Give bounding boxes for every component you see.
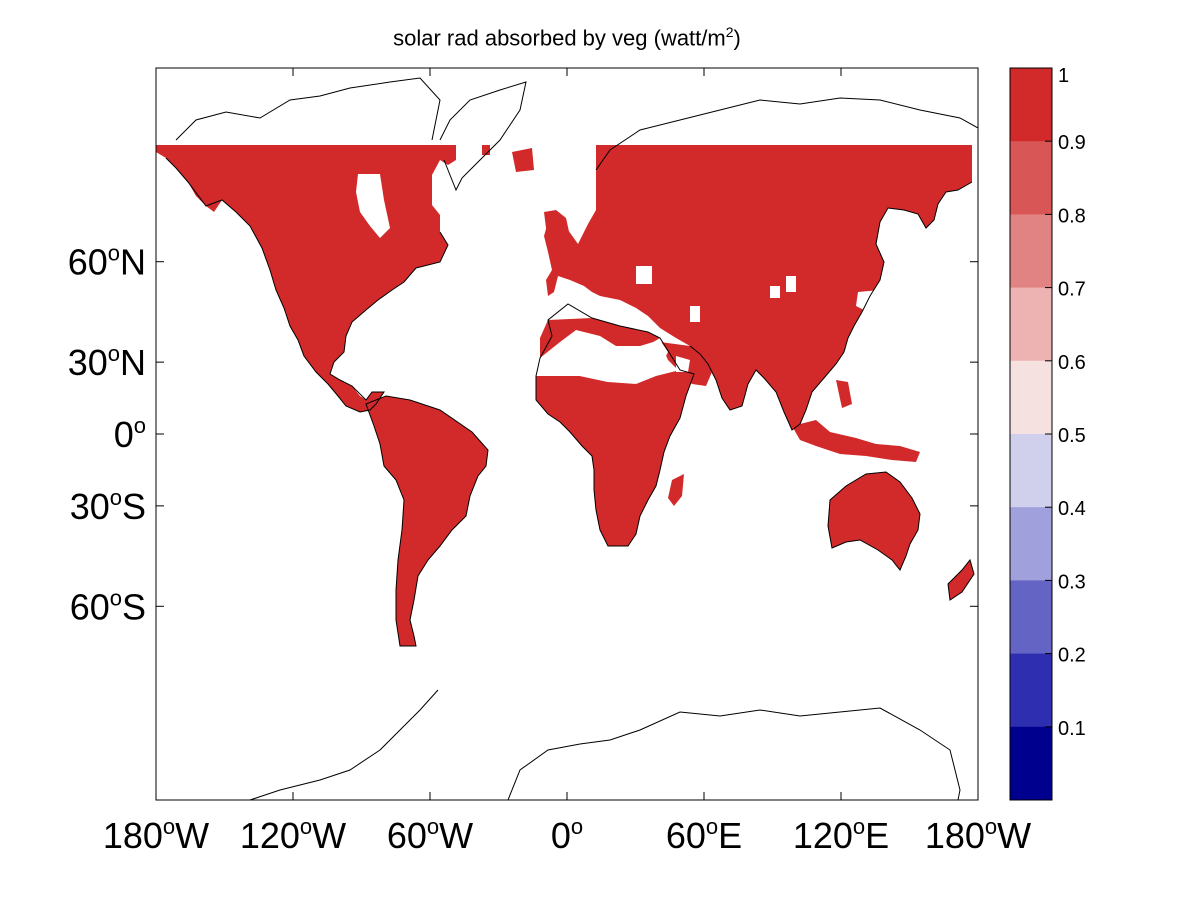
africa-land [536, 370, 694, 546]
colorbar-tick-label: 0.6 [1058, 352, 1086, 374]
colorbar-tick-label: 0.2 [1058, 645, 1086, 667]
colorbar-tick-label: 0.7 [1058, 279, 1086, 301]
colorbar-segment [1010, 214, 1052, 289]
colorbar [1010, 67, 1052, 801]
x-tick-label: 180oW [103, 814, 209, 856]
madagascar-land [668, 474, 684, 506]
arctic-patch [440, 145, 456, 165]
x-tick-label: 0o [551, 814, 583, 856]
japan-sea-hole [856, 290, 884, 312]
y-tick-label: 0o [114, 413, 146, 455]
gobi-hole [786, 276, 796, 292]
coastline-australia [827, 471, 921, 571]
y-tick-label: 60oS [70, 585, 146, 627]
y-tick-label: 30oN [68, 341, 146, 383]
colorbar-segment [1010, 507, 1052, 581]
x-tick-label: 120oE [793, 814, 889, 856]
colorbar-tick-label: 0.4 [1058, 498, 1086, 520]
y-tick-label: 30oS [70, 485, 146, 527]
coastline-antarctic-peninsula [249, 689, 439, 800]
colorbar-segment [1010, 68, 1052, 142]
colorbar-tick-label: 0.3 [1058, 571, 1086, 593]
coastline-antarctica [507, 707, 961, 800]
tibet-hole [690, 306, 700, 322]
colorbar-segment [1010, 360, 1052, 435]
chart-title: solar rad absorbed by veg (watt/m2) [0, 24, 1134, 51]
eurasia-land [544, 145, 972, 430]
coastline-greenland [439, 81, 527, 192]
vegetation-fill [156, 145, 974, 646]
colorbar-segment [1010, 653, 1052, 728]
coastline-north-america [165, 77, 449, 413]
iceland-land [512, 148, 534, 172]
sahara-hole [540, 330, 668, 382]
indonesia-land [792, 420, 920, 462]
colorbar-tick-labels: 1 0.9 0.8 0.7 0.6 0.5 0.4 0.3 0.2 0.1 [1058, 65, 1086, 740]
british-isles-land [544, 210, 570, 248]
x-tick-label: 120oW [240, 814, 346, 856]
north-america-land [156, 145, 448, 412]
x-tick-label: 180oW [925, 814, 1031, 856]
caspian-hole [636, 266, 652, 284]
x-tick-label: 60oW [387, 814, 473, 856]
colorbar-tick-label: 0.9 [1058, 132, 1086, 154]
x-tick-label: 60oE [666, 814, 742, 856]
philippines-land [836, 380, 852, 408]
colorbar-segment [1010, 434, 1052, 508]
colorbar-segment [1010, 580, 1052, 655]
hudson-bay-hole [356, 174, 390, 238]
arabian-hole [676, 356, 690, 372]
title-close: ) [733, 25, 741, 51]
australia-land [828, 472, 920, 570]
coastline-new-zealand [947, 558, 975, 601]
colorbar-tick-label: 0.1 [1058, 718, 1086, 740]
y-tick-label: 60oN [68, 241, 146, 283]
new-zealand-land [948, 560, 974, 600]
title-main: solar rad absorbed by veg (watt/m [393, 25, 726, 51]
colorbar-tick-label: 0.8 [1058, 205, 1086, 227]
y-axis-tick-labels: 60oN 30oN 0o 30oS 60oS [68, 241, 146, 628]
coastlines [165, 77, 978, 800]
map-area [156, 77, 978, 800]
axis-tick-marks [155, 68, 979, 800]
colorbar-segment [1010, 141, 1052, 215]
title-superscript: 2 [725, 24, 734, 40]
coastline-africa [535, 303, 695, 547]
colorbar-tick-label: 0.5 [1058, 425, 1086, 447]
colorbar-segment [1010, 726, 1052, 801]
colorbar-tick-label: 1 [1058, 65, 1069, 87]
colorbar-segment [1010, 287, 1052, 362]
x-axis-tick-labels: 180oW 120oW 60oW 0o 60oE 120oE 180oW [103, 814, 1031, 856]
coastline-south-america [365, 395, 489, 647]
coastline-eurasia [595, 97, 978, 431]
south-america-land [366, 396, 488, 646]
colorbar-frame [1009, 67, 1053, 801]
gobi-hole [770, 286, 780, 298]
